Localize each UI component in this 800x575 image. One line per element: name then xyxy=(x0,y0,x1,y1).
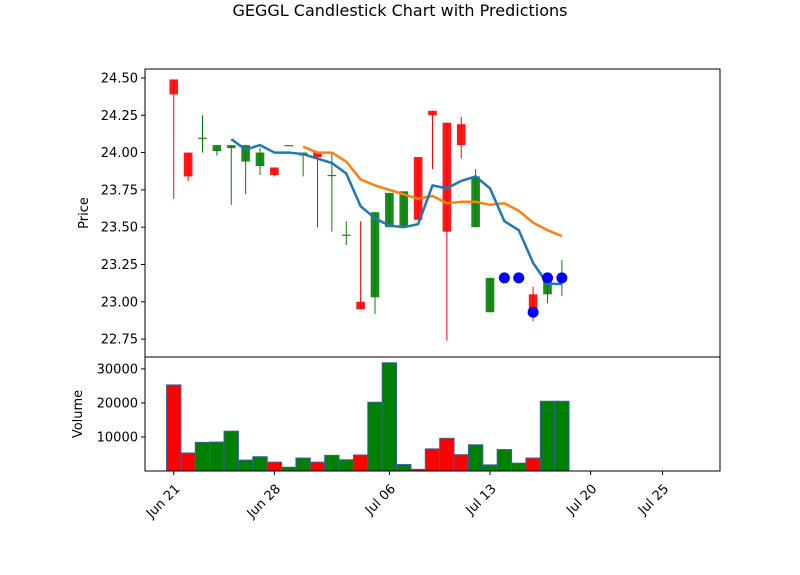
volume-bar xyxy=(381,362,398,472)
candle-body xyxy=(198,137,207,139)
candle-body xyxy=(528,294,538,313)
price-tick-label: 23.50 xyxy=(101,221,138,236)
prediction-point xyxy=(513,272,525,284)
candle-body xyxy=(226,145,236,149)
candle-body xyxy=(341,234,351,236)
candle-body xyxy=(212,145,222,152)
volume-bar xyxy=(223,430,239,472)
candle-body xyxy=(370,212,380,298)
volume-tick-label: 30000 xyxy=(97,362,138,377)
candle-body xyxy=(543,276,552,295)
candle-body xyxy=(183,152,193,177)
volume-bar xyxy=(453,454,469,472)
volume-bar xyxy=(266,461,283,472)
price-tick-label: 24.50 xyxy=(101,71,138,86)
candle-body xyxy=(442,122,452,232)
volume-bar xyxy=(295,457,311,472)
volume-bar xyxy=(281,466,297,472)
volume-bar xyxy=(209,441,225,472)
candle-body xyxy=(327,174,337,177)
candle-body xyxy=(456,124,466,146)
price-tick-label: 22.75 xyxy=(101,333,138,348)
volume-panel-border xyxy=(144,356,721,472)
volume-bar xyxy=(237,459,254,472)
axes: 22.75 23.00 23.25 23.50 23.75 24.00 24.25 24.50… xyxy=(97,68,721,522)
price-axis-label: Price xyxy=(77,197,92,229)
candle-body xyxy=(356,301,365,310)
volume-bar xyxy=(194,441,211,472)
volume-bar xyxy=(424,448,441,472)
price-tick-label: 24.25 xyxy=(101,109,138,124)
volume-bar xyxy=(496,449,513,472)
volume-tick-label: 10000 xyxy=(97,430,138,445)
volume-axis-label: Volume xyxy=(71,390,86,438)
volume-bar xyxy=(352,454,369,472)
candle-body xyxy=(270,167,279,175)
prediction-point xyxy=(542,272,553,284)
volume-bar xyxy=(482,464,498,472)
candle-body xyxy=(399,191,409,228)
volume-bar xyxy=(166,384,182,472)
volume-bar xyxy=(309,461,326,472)
ma-long-line xyxy=(302,145,563,238)
volume-bar xyxy=(439,437,455,472)
volume-bar xyxy=(367,401,383,472)
volume-bar xyxy=(338,459,354,472)
volume-bar xyxy=(396,464,412,472)
candle-body xyxy=(428,110,437,116)
price-tick-label: 23.00 xyxy=(101,295,138,310)
chart-title: GEGGL Candlestick Chart with Predictions xyxy=(233,1,568,20)
volume-bar xyxy=(511,462,527,472)
candle-body xyxy=(485,277,495,313)
volume-bar xyxy=(539,400,556,472)
volume-bar xyxy=(252,456,268,472)
candle-body xyxy=(284,145,294,147)
volume-bar xyxy=(180,452,196,472)
ma-short-line xyxy=(230,138,562,286)
candle-body xyxy=(255,152,265,166)
candle-body xyxy=(313,152,322,158)
volume-bar xyxy=(324,454,340,472)
price-tick-label: 23.25 xyxy=(101,258,138,273)
price-tick-label: 23.75 xyxy=(101,183,138,198)
volume-bar xyxy=(554,400,570,472)
volume-bar xyxy=(525,457,541,472)
candle-body xyxy=(241,145,250,162)
volume-tick-label: 20000 xyxy=(97,396,138,411)
volume-bar xyxy=(467,444,484,472)
price-tick-label: 24.00 xyxy=(101,146,138,161)
candle-body xyxy=(169,79,179,95)
candle-body xyxy=(385,192,394,228)
prediction-point xyxy=(527,306,539,318)
price-plot-area xyxy=(169,79,568,341)
prediction-point xyxy=(556,272,568,284)
prediction-point xyxy=(498,272,510,284)
candle-body xyxy=(413,157,423,220)
